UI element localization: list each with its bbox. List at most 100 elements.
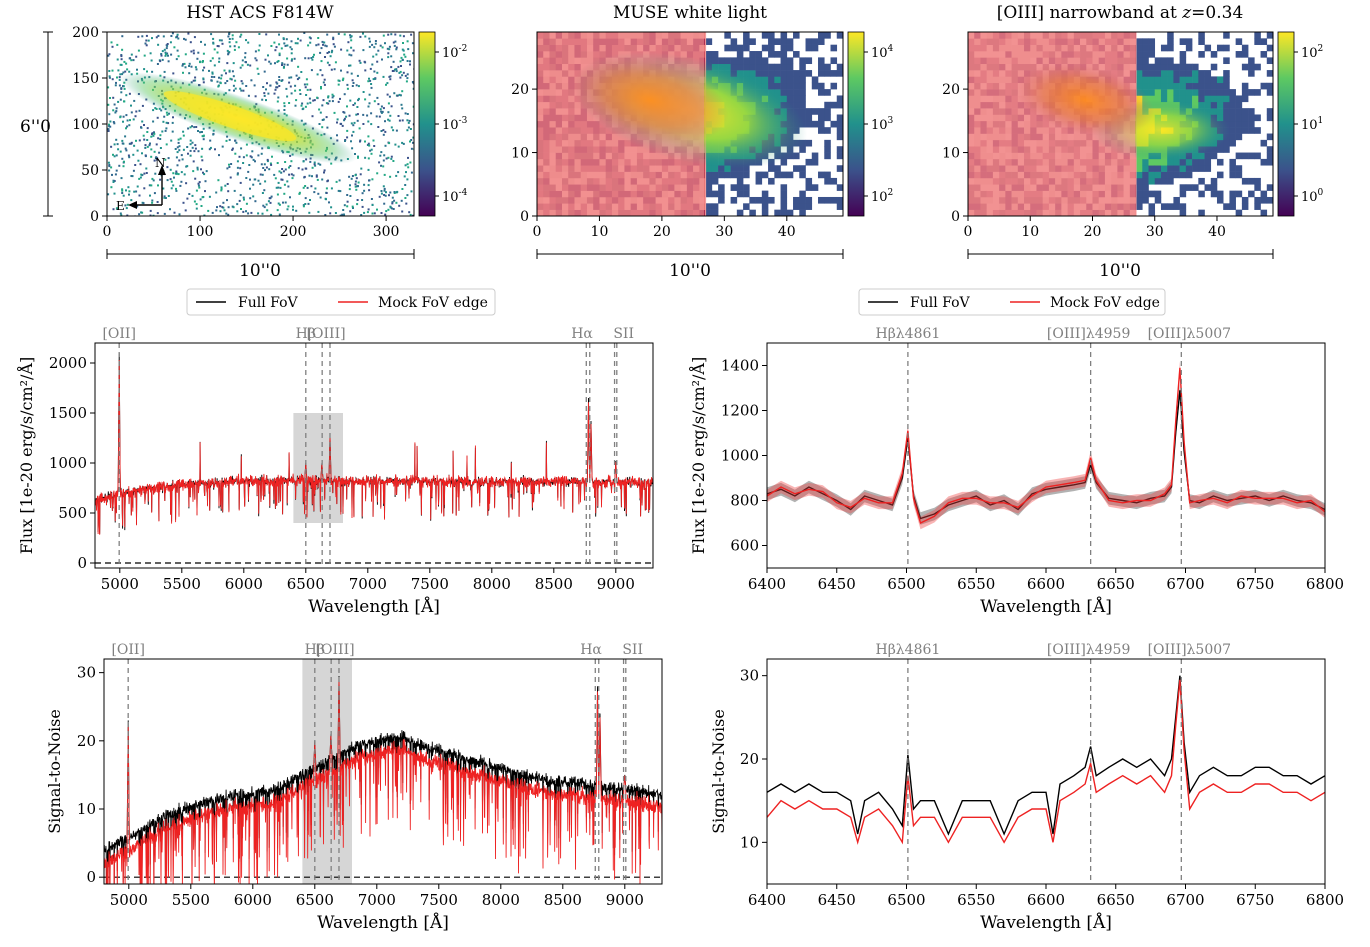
noise-pixel [115, 154, 118, 157]
pixel [1136, 184, 1143, 191]
noise-pixel [283, 109, 286, 111]
pixel [1154, 171, 1162, 179]
noise-pixel [233, 89, 235, 92]
pixel [793, 95, 800, 103]
pixel [836, 165, 843, 172]
noise-pixel [116, 207, 119, 210]
noise-pixel [283, 183, 286, 186]
noise-pixel [382, 107, 385, 110]
pixel [1167, 70, 1174, 77]
pixel [1229, 190, 1236, 198]
pixel [1235, 190, 1243, 198]
noise-pixel [164, 51, 167, 54]
noise-pixel [111, 45, 114, 48]
noise-pixel [325, 116, 328, 119]
noise-pixel [321, 74, 324, 77]
pixel [1160, 82, 1168, 90]
noise-pixel [268, 168, 271, 171]
noise-pixel [299, 93, 302, 95]
noise-pixel [368, 93, 371, 96]
pixel [1223, 89, 1230, 96]
noise-pixel [202, 77, 205, 80]
noise-pixel [383, 154, 386, 157]
noise-pixel [371, 63, 374, 66]
pixel [768, 32, 775, 39]
pixel [1185, 82, 1193, 90]
noise-pixel [156, 63, 159, 65]
pixel [786, 44, 794, 52]
x-tick-label: 6800 [1306, 891, 1344, 909]
pixel [1210, 101, 1218, 109]
pixel [749, 57, 756, 65]
y-tick-label: 1000 [721, 447, 759, 465]
noise-pixel [348, 53, 351, 56]
pixel [1229, 120, 1236, 128]
noise-pixel [300, 71, 303, 73]
noise-pixel [343, 93, 346, 96]
noise-pixel [281, 62, 284, 65]
pixel [1154, 76, 1162, 84]
noise-pixel [402, 35, 405, 38]
noise-pixel [275, 46, 278, 49]
noise-pixel [136, 205, 139, 208]
pixel [1216, 76, 1224, 84]
noise-pixel [404, 55, 407, 58]
noise-pixel [288, 102, 291, 104]
noise-pixel [179, 137, 182, 140]
noise-pixel [363, 60, 366, 63]
noise-pixel [406, 60, 409, 62]
pixel [705, 203, 713, 210]
noise-pixel [387, 33, 390, 36]
pixel [1173, 171, 1180, 179]
pixel [1142, 184, 1149, 191]
noise-pixel [302, 107, 305, 110]
pixel [1179, 95, 1187, 103]
pixel [811, 108, 819, 115]
noise-pixel [352, 49, 355, 52]
y-tick-label: 30 [77, 664, 96, 682]
pixel [1192, 95, 1199, 103]
noise-pixel [254, 95, 257, 98]
noise-pixel [169, 168, 172, 171]
noise-pixel [345, 115, 348, 118]
pixel [1173, 76, 1180, 84]
noise-pixel [208, 148, 211, 151]
noise-pixel [283, 105, 286, 108]
noise-pixel [364, 140, 366, 143]
noise-pixel [143, 187, 146, 190]
pixel [811, 158, 819, 166]
colorbar-tick-exponent: 2 [888, 188, 894, 198]
pixel [724, 171, 731, 179]
noise-pixel [288, 81, 291, 84]
noise-pixel [211, 57, 214, 60]
noise-pixel [298, 191, 301, 194]
pixel [1223, 32, 1230, 39]
noise-pixel [400, 65, 402, 67]
noise-pixel [283, 65, 285, 68]
pixel [1198, 82, 1205, 90]
noise-pixel [212, 42, 215, 45]
noise-pixel [313, 53, 315, 56]
pixel [799, 196, 806, 204]
noise-pixel [321, 126, 324, 129]
noise-pixel [266, 209, 269, 212]
noise-pixel [128, 70, 131, 73]
noise-pixel [273, 41, 276, 44]
noise-pixel [295, 74, 298, 77]
noise-pixel [163, 212, 166, 215]
noise-pixel [229, 77, 232, 80]
pixel [830, 120, 838, 128]
pixel [1136, 203, 1143, 210]
noise-pixel [278, 76, 281, 78]
pixel [730, 63, 738, 71]
noise-pixel [165, 53, 167, 56]
noise-pixel [163, 195, 166, 198]
noise-pixel [371, 43, 374, 46]
noise-pixel [275, 186, 278, 189]
pixel [1148, 209, 1156, 216]
noise-pixel [285, 38, 288, 41]
noise-pixel [202, 52, 205, 55]
noise-pixel [376, 96, 379, 99]
noise-pixel [249, 187, 251, 190]
pixel [1266, 70, 1273, 77]
